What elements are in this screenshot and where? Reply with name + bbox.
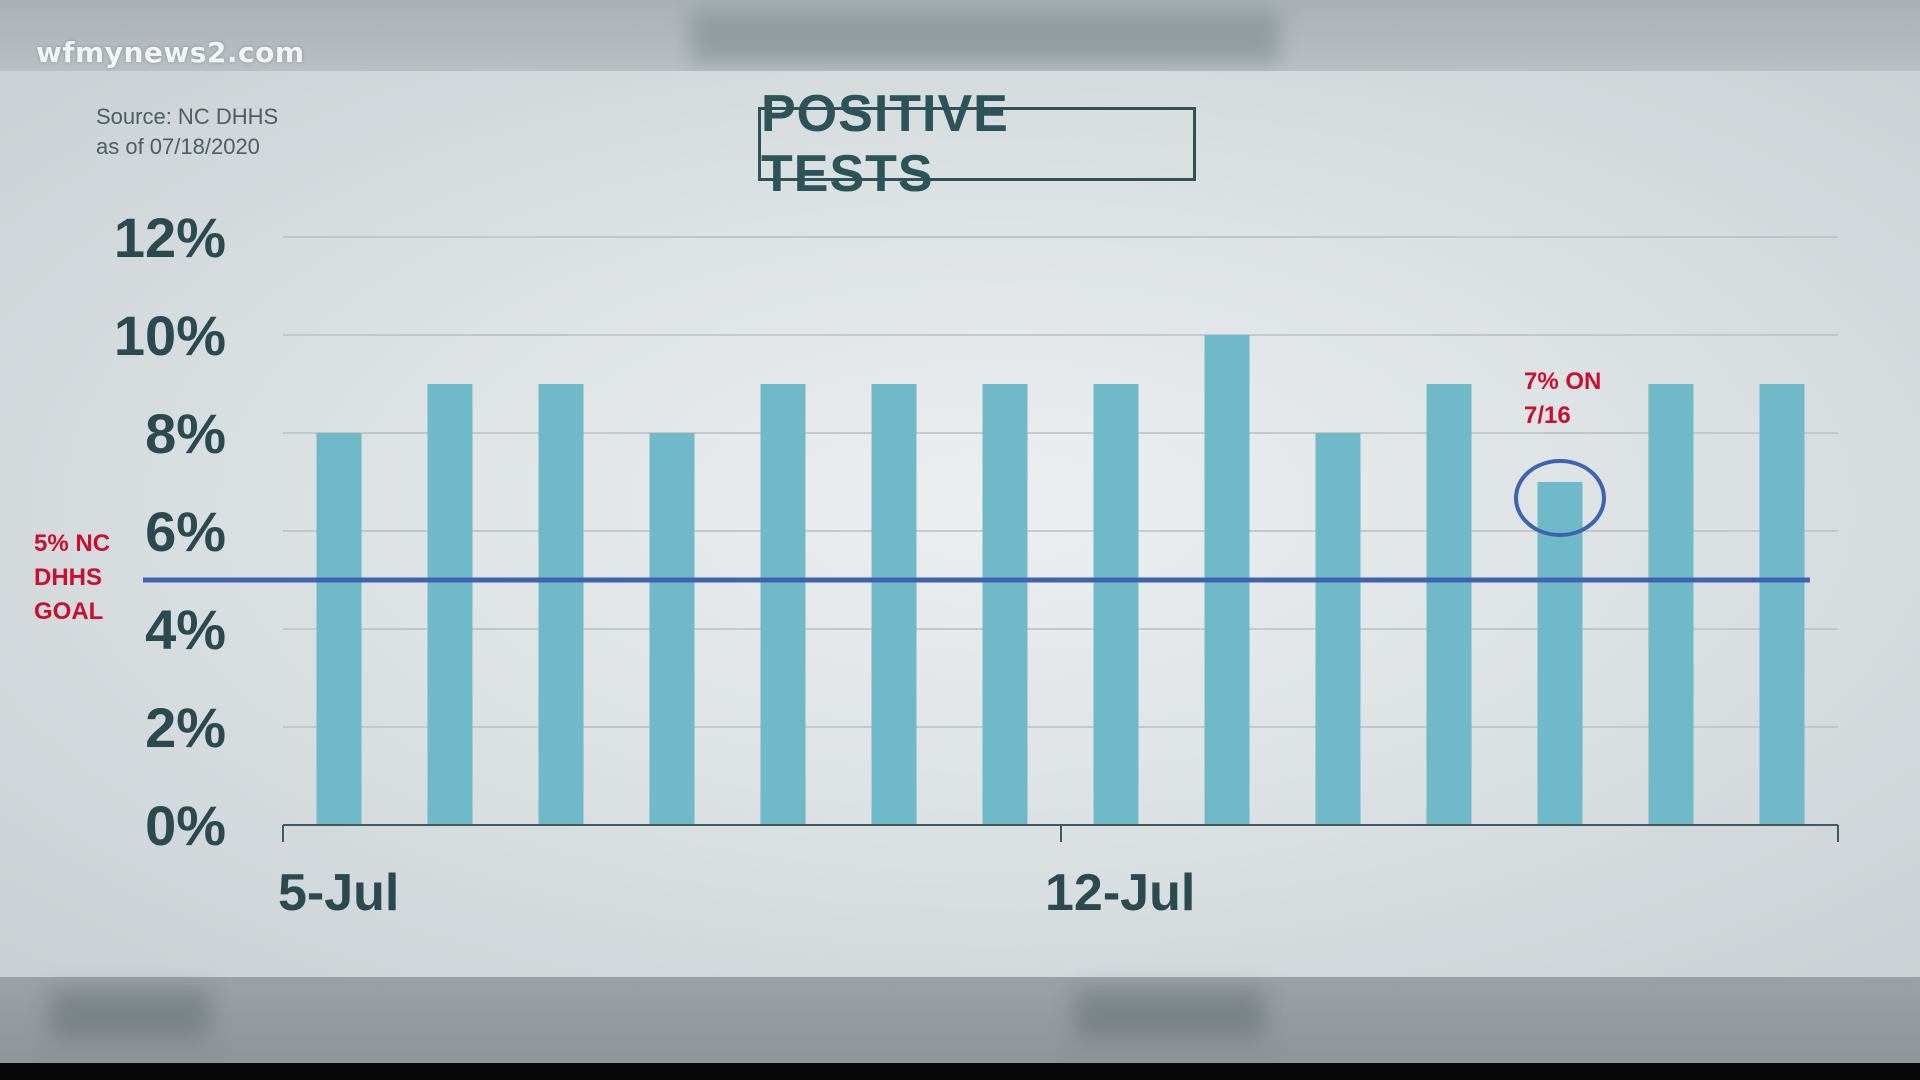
station-watermark: wfmynews2.com: [36, 36, 305, 69]
bottom-strip: [0, 977, 1920, 1063]
y-tick-label: 2%: [145, 696, 226, 759]
bar: [1426, 384, 1472, 825]
bottom-black-bar: [0, 1063, 1920, 1080]
goal-label-line-3: GOAL: [34, 598, 104, 625]
goal-label-line-1: 5% NC: [34, 530, 111, 557]
y-tick-label: 12%: [114, 206, 226, 269]
annotation-circle: [1514, 459, 1606, 537]
y-tick-label: 10%: [114, 304, 226, 367]
y-tick-label: 6%: [145, 500, 226, 563]
goal-label-line-2: DHHS: [34, 564, 103, 591]
bar: [871, 384, 917, 825]
blurred-lower-text-left: [50, 990, 210, 1040]
bar: [427, 384, 473, 825]
blurred-lower-text-right: [1075, 990, 1265, 1040]
bar: [982, 384, 1028, 825]
annotation-label-line-2: 7/16: [1524, 402, 1571, 429]
y-tick-label: 0%: [145, 794, 226, 857]
bar: [1537, 482, 1583, 825]
bar: [538, 384, 584, 825]
x-tick-label: 12-Jul: [1045, 864, 1195, 922]
x-tick-label: 5-Jul: [278, 864, 399, 922]
chart-title-box: POSITIVE TESTS: [758, 85, 1196, 203]
bar: [1648, 384, 1694, 825]
bar: [649, 433, 695, 825]
bar: [1093, 384, 1139, 825]
bar: [1759, 384, 1805, 825]
blurred-header-text: [690, 8, 1280, 63]
bar: [1315, 433, 1361, 825]
source-label: Source: NC DHHS: [96, 104, 279, 129]
bar: [760, 384, 806, 825]
source-date-label: as of 07/18/2020: [96, 134, 260, 159]
chart-title: POSITIVE TESTS: [761, 85, 1009, 203]
annotation-label-line-1: 7% ON: [1524, 368, 1602, 395]
bar: [316, 433, 362, 825]
y-tick-label: 4%: [145, 598, 226, 661]
y-tick-label: 8%: [145, 402, 226, 465]
